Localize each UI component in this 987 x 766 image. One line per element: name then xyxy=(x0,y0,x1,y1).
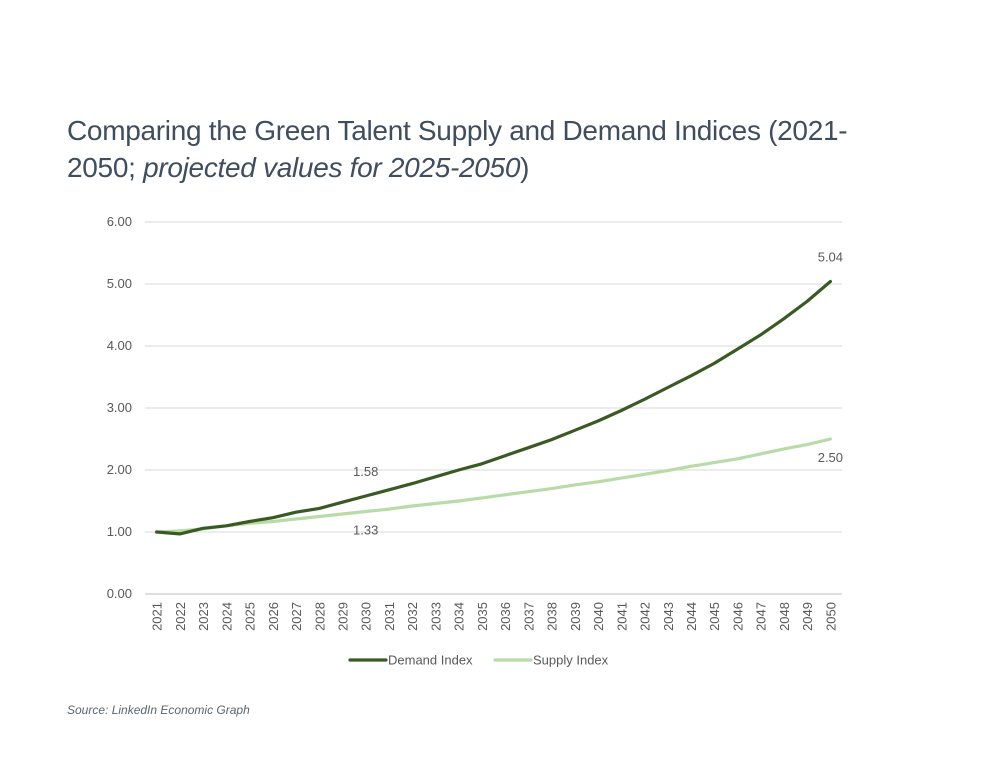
y-tick-label: 4.00 xyxy=(107,338,132,353)
x-tick-label: 2031 xyxy=(382,602,397,631)
x-tick-label: 2047 xyxy=(754,602,769,631)
x-tick-label: 2026 xyxy=(266,602,281,631)
grid-lines xyxy=(145,221,842,595)
x-tick-label: 2046 xyxy=(730,602,745,631)
x-tick-label: 2034 xyxy=(452,602,467,631)
x-tick-label: 2029 xyxy=(335,602,350,631)
source-note: Source: LinkedIn Economic Graph xyxy=(67,703,250,717)
data-label: 1.58 xyxy=(353,464,378,479)
x-tick-label: 2043 xyxy=(661,602,676,631)
data-labels: 1.58 1.33 5.04 2.50 xyxy=(353,250,843,538)
x-axis-ticks: 2021 2022 2023 2024 2025 2026 2027 2028 2029 2030… xyxy=(150,602,839,631)
data-label: 1.33 xyxy=(353,523,378,538)
x-tick-label: 2048 xyxy=(777,602,792,631)
x-tick-label: 2049 xyxy=(800,602,815,631)
x-tick-label: 2045 xyxy=(707,602,722,631)
chart-title-italic: projected values for 2025-2050 xyxy=(143,152,521,183)
chart-title: Comparing the Green Talent Supply and De… xyxy=(67,112,887,186)
x-tick-label: 2023 xyxy=(196,602,211,631)
x-tick-label: 2037 xyxy=(521,602,536,631)
x-tick-label: 2024 xyxy=(219,602,234,631)
x-tick-label: 2040 xyxy=(591,602,606,631)
x-tick-label: 2041 xyxy=(614,602,629,631)
x-tick-label: 2035 xyxy=(475,602,490,631)
x-tick-label: 2030 xyxy=(359,602,374,631)
data-label: 5.04 xyxy=(818,250,843,265)
series-line-supply-index xyxy=(155,437,833,534)
x-tick-label: 2039 xyxy=(568,602,583,631)
x-tick-label: 2025 xyxy=(243,602,258,631)
y-tick-label: 2.00 xyxy=(107,462,132,477)
data-label: 2.50 xyxy=(818,450,843,465)
series-line-demand-index xyxy=(155,279,833,536)
y-axis-ticks: 0.00 1.00 2.00 3.00 4.00 5.00 6.00 xyxy=(107,214,132,601)
y-tick-label: 6.00 xyxy=(107,214,132,229)
x-tick-label: 2033 xyxy=(428,602,443,631)
x-tick-label: 2042 xyxy=(638,602,653,631)
x-tick-label: 2027 xyxy=(289,602,304,631)
x-tick-label: 2038 xyxy=(545,602,560,631)
legend-label: Demand Index xyxy=(388,653,473,668)
y-tick-label: 3.00 xyxy=(107,400,132,415)
legend: Demand Index Supply Index xyxy=(348,653,609,668)
x-tick-label: 2036 xyxy=(498,602,513,631)
chart-title-end: ) xyxy=(520,152,530,183)
y-tick-label: 0.00 xyxy=(107,586,132,601)
x-tick-label: 2028 xyxy=(312,602,327,631)
x-tick-label: 2044 xyxy=(684,602,699,631)
x-tick-label: 2021 xyxy=(150,602,165,631)
x-tick-label: 2032 xyxy=(405,602,420,631)
series-lines xyxy=(155,279,833,536)
x-tick-label: 2022 xyxy=(173,602,188,631)
y-tick-label: 1.00 xyxy=(107,524,132,539)
chart-title-main: Comparing the Green Talent Supply and De… xyxy=(67,115,848,183)
y-tick-label: 5.00 xyxy=(107,276,132,291)
legend-label: Supply Index xyxy=(533,653,609,668)
x-tick-label: 2050 xyxy=(823,602,838,631)
